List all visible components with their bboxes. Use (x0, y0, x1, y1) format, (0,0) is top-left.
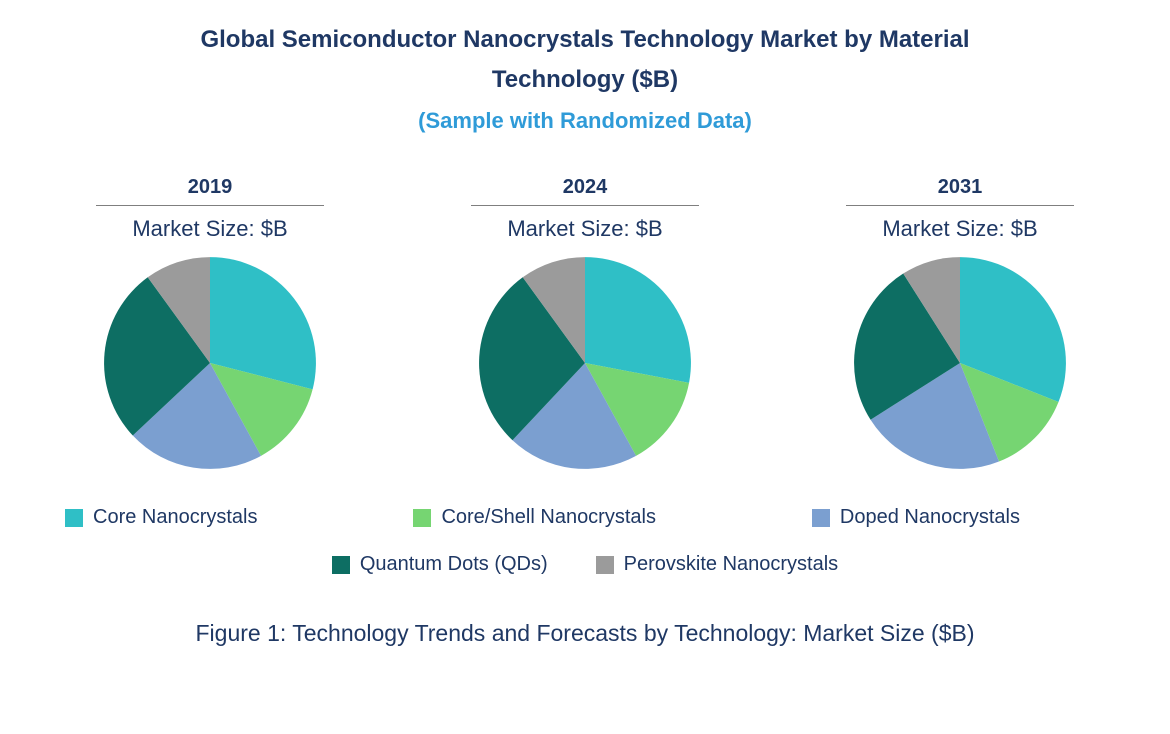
legend-row-1: Core Nanocrystals Core/Shell Nanocrystal… (0, 506, 1170, 529)
pie-slice-core-nanocrystals (585, 257, 691, 383)
pie-slice-perovskite-nanocrystals (522, 257, 585, 363)
market-size-label-2019: Market Size: $B (132, 216, 288, 241)
pie-slice-doped-nanocrystals (132, 363, 262, 469)
legend-swatch-perovskite-nanocrystals-icon (595, 555, 614, 574)
figure-caption: Figure 1: Technology Trends and Forecast… (195, 620, 975, 646)
legend-swatch-core-shell-nanocrystals-icon (413, 508, 432, 527)
market-size-label-2024: Market Size: $B (507, 216, 663, 241)
page-title-line-1: Global Semiconductor Nanocrystals Techno… (200, 26, 970, 53)
year-label-2031: 2031 (846, 176, 1074, 206)
pie-chart-2019 (104, 257, 316, 469)
market-size-label-2031: Market Size: $B (882, 216, 1038, 241)
pie-slice-core-nanocrystals (960, 257, 1066, 402)
pie-slice-core-shell-nanocrystals (210, 363, 313, 456)
year-label-2019: 2019 (96, 176, 324, 206)
legend-label-core-nanocrystals: Core Nanocrystals (93, 506, 258, 528)
year-label-2024: 2024 (471, 176, 699, 206)
chart-column-2031: 2031 Market Size: $B (795, 176, 1125, 470)
page-subtitle: (Sample with Randomized Data) (418, 108, 752, 133)
pie-wrap-2031 (795, 256, 1125, 470)
pie-wrap-2024 (420, 256, 750, 470)
pie-chart-2024 (479, 257, 691, 469)
legend-item-quantum-dots: Quantum Dots (QDs) (331, 553, 548, 576)
page-title-line-2: Technology ($B) (491, 66, 679, 93)
pie-slice-doped-nanocrystals (512, 363, 637, 469)
pie-wrap-2019 (45, 256, 375, 470)
pie-slice-quantum-dots-qds- (479, 277, 585, 441)
legend: Core Nanocrystals Core/Shell Nanocrystal… (0, 506, 1170, 576)
pie-slice-core-nanocrystals (210, 257, 316, 390)
pie-slice-perovskite-nanocrystals (147, 257, 210, 363)
legend-label-doped-nanocrystals: Doped Nanocrystals (839, 506, 1020, 528)
legend-label-core-shell-nanocrystals: Core/Shell Nanocrystals (441, 506, 656, 528)
legend-row-2: Quantum Dots (QDs) Perovskite Nanocrysta… (0, 553, 1170, 576)
pie-slice-doped-nanocrystals (870, 363, 999, 469)
chart-column-2024: 2024 Market Size: $B (420, 176, 750, 470)
legend-item-doped-nanocrystals: Doped Nanocrystals (811, 506, 1020, 529)
pie-slice-perovskite-nanocrystals (903, 257, 960, 363)
pie-slice-core-shell-nanocrystals (960, 363, 1059, 462)
legend-swatch-doped-nanocrystals-icon (811, 508, 830, 527)
legend-label-quantum-dots: Quantum Dots (QDs) (359, 553, 548, 575)
pie-slice-core-shell-nanocrystals (585, 363, 690, 456)
legend-swatch-core-nanocrystals-icon (65, 508, 83, 527)
legend-swatch-quantum-dots-icon (331, 555, 350, 574)
pie-slice-quantum-dots-qds- (854, 273, 960, 420)
pie-chart-2031 (854, 257, 1066, 469)
chart-column-2019: 2019 Market Size: $B (45, 176, 375, 470)
legend-item-perovskite-nanocrystals: Perovskite Nanocrystals (595, 553, 839, 576)
pie-charts-row: 2019 Market Size: $B 2024 Market Size: $… (0, 176, 1170, 470)
legend-label-perovskite-nanocrystals: Perovskite Nanocrystals (623, 553, 839, 575)
legend-item-core-shell-nanocrystals: Core/Shell Nanocrystals (413, 506, 656, 529)
pie-slice-quantum-dots-qds- (104, 277, 210, 436)
legend-item-core-nanocrystals: Core Nanocrystals (65, 506, 258, 529)
title-block: Global Semiconductor Nanocrystals Techno… (0, 20, 1170, 134)
